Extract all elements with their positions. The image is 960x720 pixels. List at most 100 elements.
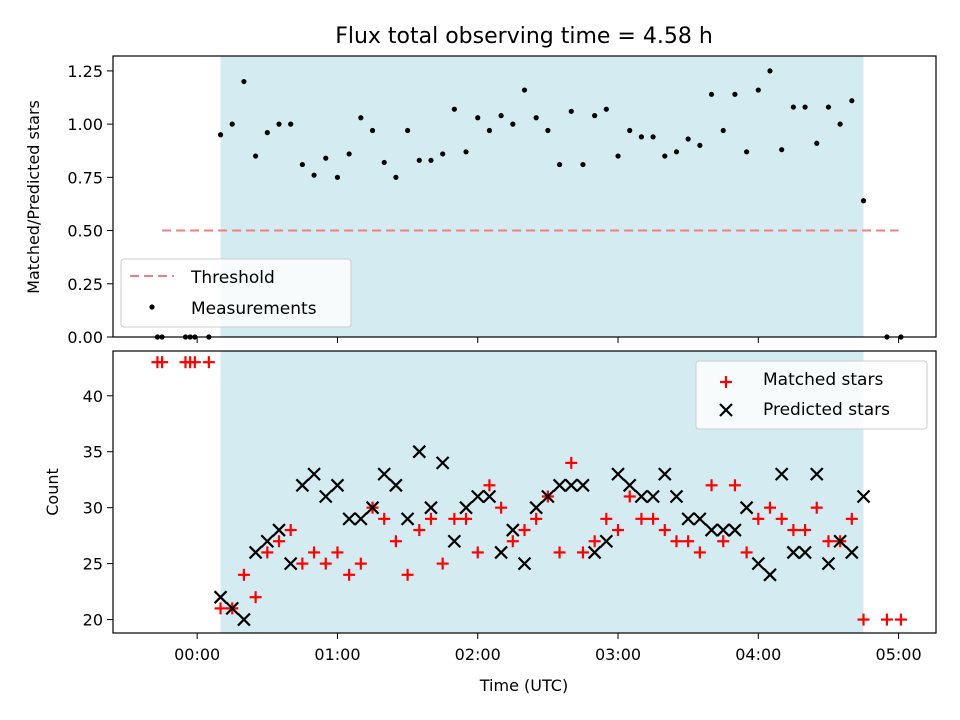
measurement-point: [288, 121, 294, 127]
measurement-point: [837, 121, 843, 127]
predicted-star-marker: [809, 467, 824, 481]
bottom-y-ticks: 20 25 30 35 40: [83, 387, 113, 630]
top-legend: Threshold Measurements: [120, 258, 352, 328]
predicted-star-marker: [459, 500, 473, 515]
matched-star-marker: [389, 535, 402, 548]
measurement-point: [790, 104, 796, 110]
predicted-star-marker: [283, 556, 298, 571]
predicted-star-marker: [412, 444, 427, 459]
measurement-point: [755, 87, 761, 93]
matched-star-markers: [151, 356, 907, 626]
predicted-star-marker: [494, 545, 508, 560]
predicted-star-marker: [576, 478, 590, 493]
measurement-point: [767, 68, 773, 74]
top-y-ticks: 0.00 0.25 0.50 0.75 1.00 1.25: [67, 62, 113, 347]
matched-star-marker: [894, 613, 907, 626]
matched-star-marker: [378, 512, 391, 525]
predicted-star-marker: [272, 523, 286, 537]
measurement-point: [779, 147, 785, 153]
predicted-star-marker: [856, 489, 871, 504]
y-tick-label: 1.25: [67, 62, 103, 81]
predicted-star-marker: [541, 489, 555, 504]
predicted-star-marker: [377, 467, 391, 481]
matched-star-marker: [763, 501, 776, 514]
y-tick-label: 20: [83, 611, 103, 630]
predicted-star-marker: [669, 489, 684, 504]
measurement-point: [393, 174, 399, 180]
measurement-point: [615, 153, 621, 159]
measurement-point: [475, 115, 481, 121]
measurement-point: [849, 98, 855, 104]
matched-star-marker: [670, 535, 683, 548]
predicted-star-marker: [798, 545, 812, 560]
matched-star-marker: [600, 512, 613, 525]
measurement-point: [299, 161, 305, 168]
measurement-point: [463, 149, 469, 155]
predicted-star-marker: [237, 612, 251, 627]
matched-star-marker: [413, 524, 426, 537]
predicted-star-marker: [716, 523, 731, 537]
measurement-point: [638, 134, 645, 140]
matched-star-marker: [857, 613, 870, 626]
measurement-point: [440, 151, 446, 157]
predicted-star-marker: [260, 534, 275, 549]
x-tick-label: 01:00: [314, 645, 360, 664]
measurement-point: [311, 172, 317, 178]
matched-star-marker: [530, 512, 543, 525]
matched-star-marker: [612, 524, 625, 537]
measurement-point: [510, 121, 516, 127]
measurement-point: [217, 132, 224, 138]
measurement-point: [358, 115, 364, 121]
top-legend-box: [120, 258, 352, 328]
predicted-star-marker: [552, 478, 567, 493]
matched-star-marker: [448, 512, 461, 525]
legend-predicted-label: Predicted stars: [763, 400, 890, 420]
matched-star-marker: [354, 557, 367, 570]
predicted-star-marker: [739, 500, 754, 515]
measurement-point: [814, 140, 820, 146]
predicted-star-marker: [704, 523, 719, 537]
matched-star-marker: [565, 456, 578, 469]
predicted-star-marker: [295, 478, 310, 493]
predicted-star-marker: [517, 556, 532, 571]
matched-star-marker: [284, 524, 297, 537]
measurement-point: [486, 127, 493, 134]
matched-star-marker: [214, 602, 227, 615]
y-tick-label: 30: [83, 499, 103, 518]
predicted-star-marker: [435, 456, 450, 470]
legend-measurements-swatch: [149, 304, 155, 310]
top-x-ticks: [196, 337, 900, 343]
measurement-point: [369, 127, 376, 134]
predicted-star-marker: [833, 534, 847, 549]
predicted-star-marker: [248, 545, 263, 560]
legend-threshold-label: Threshold: [190, 268, 275, 288]
x-tick-label: 04:00: [735, 645, 781, 664]
predicted-star-marker: [564, 478, 579, 493]
matched-star-marker: [156, 356, 169, 369]
measurement-point: [545, 127, 551, 134]
matched-star-marker: [588, 535, 601, 548]
predicted-star-marker: [751, 556, 766, 571]
measurement-point: [708, 91, 715, 97]
matched-star-marker: [705, 479, 718, 492]
measurement-point: [334, 174, 341, 180]
measurement-point: [323, 155, 329, 161]
predicted-star-marker: [622, 478, 637, 493]
predicted-star-marker: [307, 467, 321, 481]
x-tick-label: 03:00: [595, 645, 641, 664]
matched-star-marker: [880, 613, 893, 626]
predicted-star-marker: [213, 590, 228, 604]
matched-star-marker: [728, 479, 741, 492]
matched-star-marker: [740, 546, 753, 559]
measurement-point: [603, 106, 609, 112]
measurement-point: [276, 121, 282, 127]
x-tick-label: 02:00: [455, 645, 501, 664]
y-tick-label: 0.75: [67, 168, 103, 187]
x-tick-label: 00:00: [174, 645, 220, 664]
predicted-star-marker: [529, 500, 543, 515]
predicted-star-markers: [213, 444, 871, 627]
predicted-star-marker: [728, 523, 742, 537]
matched-star-marker: [188, 356, 201, 369]
measurement-point: [241, 78, 247, 85]
predicted-star-marker: [634, 489, 649, 504]
